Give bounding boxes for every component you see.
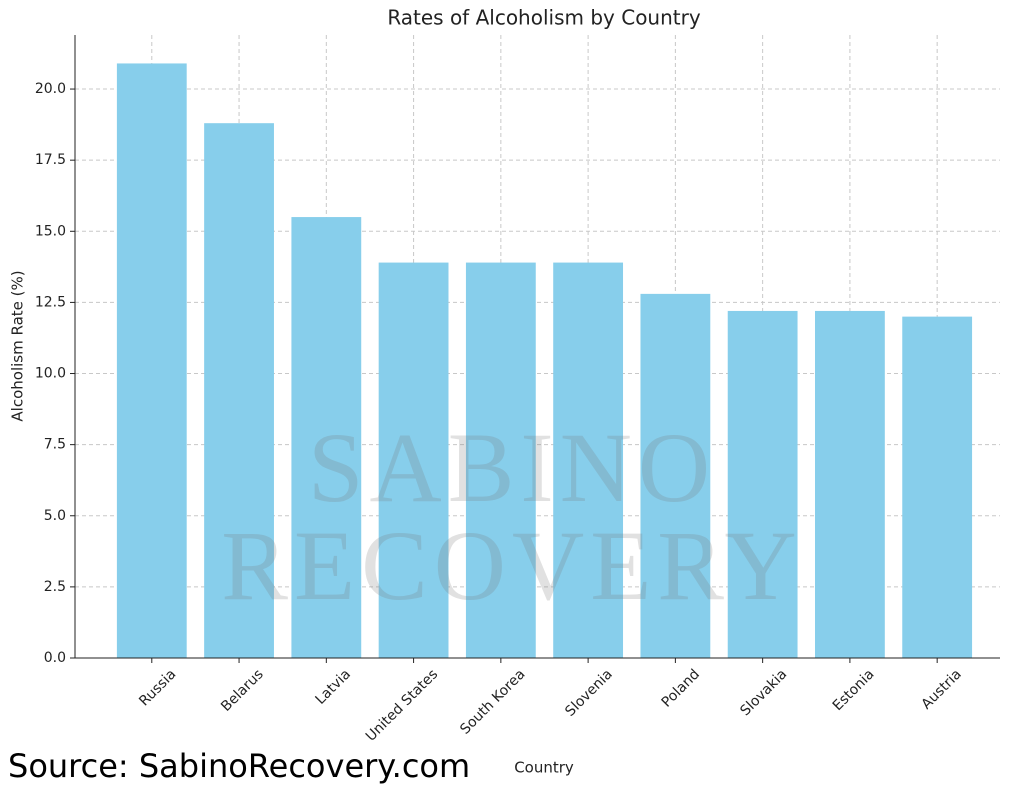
x-tick-label: Russia bbox=[136, 666, 179, 709]
x-tick-label: Slovenia bbox=[562, 666, 615, 719]
bar bbox=[116, 63, 187, 658]
y-tick-label: 17.5 bbox=[35, 152, 66, 168]
x-tick-label: Latvia bbox=[313, 666, 354, 707]
bar bbox=[465, 262, 536, 658]
y-tick-label: 5.0 bbox=[44, 508, 66, 524]
x-tick-label: Slovakia bbox=[737, 666, 790, 719]
bar bbox=[204, 123, 274, 659]
x-tick-label: United States bbox=[363, 666, 441, 744]
x-tick-label: Belarus bbox=[218, 666, 267, 715]
bar bbox=[727, 310, 798, 658]
y-tick-label: 15.0 bbox=[35, 223, 66, 239]
bar bbox=[378, 262, 449, 658]
bar bbox=[815, 310, 885, 658]
y-tick-label: 20.0 bbox=[35, 81, 66, 97]
y-tick-label: 2.5 bbox=[44, 579, 66, 595]
bar bbox=[553, 262, 624, 658]
y-tick-label: 0.0 bbox=[44, 650, 66, 666]
watermark: SABINO bbox=[308, 412, 716, 523]
x-tick-label: South Korea bbox=[457, 666, 528, 737]
bar bbox=[902, 316, 973, 658]
x-tick-label: Estonia bbox=[830, 666, 878, 714]
x-tick-label: Poland bbox=[659, 666, 703, 710]
y-axis-label: Alcoholism Rate (%) bbox=[9, 270, 27, 421]
y-tick-label: 10.0 bbox=[35, 366, 66, 382]
bar bbox=[640, 293, 711, 658]
source-note: Source: SabinoRecovery.com bbox=[8, 747, 470, 785]
y-tick-label: 7.5 bbox=[44, 437, 66, 453]
x-axis-label: Country bbox=[514, 759, 574, 777]
chart-title: Rates of Alcoholism by Country bbox=[387, 6, 701, 30]
watermark: RECOVERY bbox=[221, 510, 802, 621]
y-tick-label: 12.5 bbox=[35, 294, 66, 310]
x-tick-label: Austria bbox=[919, 666, 965, 712]
bar bbox=[291, 217, 362, 658]
